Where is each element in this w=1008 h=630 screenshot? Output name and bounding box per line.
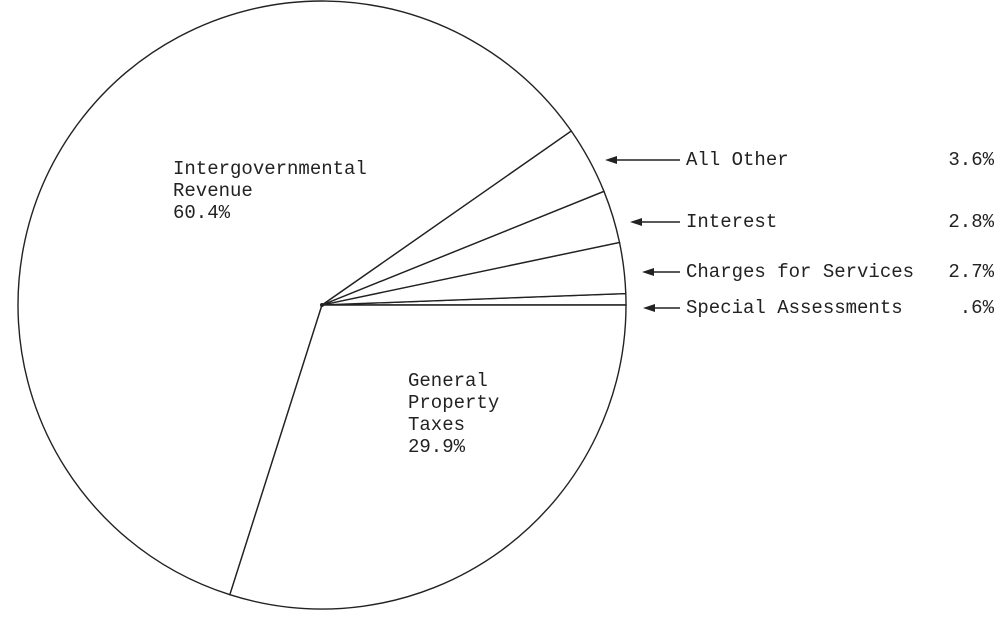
value-label: 2.8%: [948, 211, 994, 233]
category-label: Intergovernmental Revenue: [173, 158, 367, 202]
category-label: Special Assessments: [686, 297, 903, 319]
slice-label: General Property Taxes 29.9%: [408, 370, 500, 458]
value-label: .6%: [959, 297, 994, 319]
pie-hub: [320, 303, 324, 307]
arrow-head: [643, 304, 655, 312]
value-label: 2.7%: [948, 261, 994, 283]
slice-label: Intergovernmental Revenue 60.4%: [173, 158, 373, 224]
arrow-head: [642, 268, 654, 276]
value-label: 29.9%: [408, 436, 466, 458]
arrow-head: [605, 156, 617, 164]
arrow-head: [630, 218, 642, 226]
value-label: 3.6%: [948, 149, 994, 171]
value-label: 60.4%: [173, 202, 231, 224]
pie-slice: [228, 304, 627, 610]
category-label: General Property Taxes: [408, 370, 500, 436]
category-label: All Other: [686, 149, 789, 171]
pie-slice: [17, 0, 573, 596]
category-label: Interest: [686, 211, 778, 233]
category-label: Charges for Services: [686, 261, 915, 283]
